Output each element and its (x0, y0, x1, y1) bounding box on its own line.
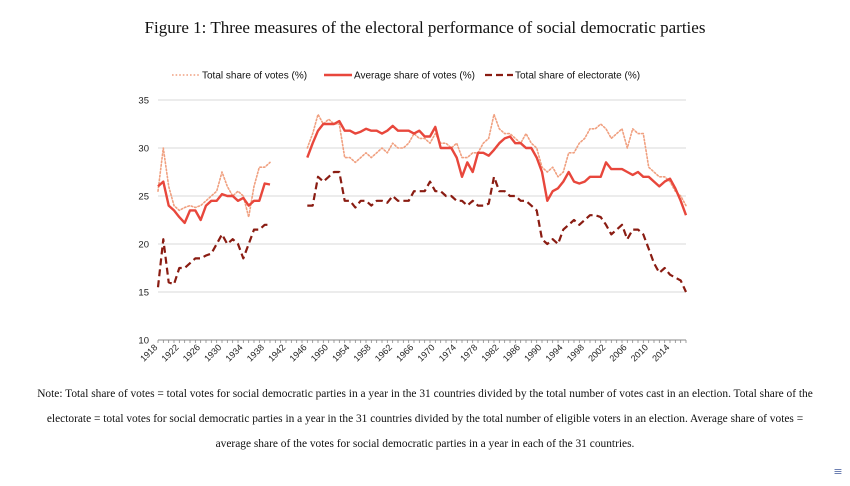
figure-note: Note: Total share of votes = total votes… (37, 388, 813, 450)
x-tick-label: 2010 (629, 342, 650, 363)
x-tick-label: 1934 (224, 342, 245, 363)
y-tick-label: 10 (138, 336, 149, 347)
y-tick-label: 30 (138, 144, 149, 155)
x-tick-label: 1938 (245, 342, 266, 363)
x-tick-label: 1954 (330, 342, 351, 363)
legend-label-3: Total share of electorate (%) (515, 71, 640, 82)
menu-icon[interactable]: ≡ (833, 465, 843, 478)
legend-label-2: Average share of votes (%) (354, 71, 475, 82)
x-tick-label: 1930 (202, 342, 223, 363)
x-tick-label: 2002 (586, 342, 607, 363)
x-tick-label: 1978 (458, 342, 479, 363)
x-tick-label: 1950 (309, 342, 330, 363)
y-tick-label: 20 (138, 240, 149, 251)
series-line-3 (156, 223, 270, 288)
x-tick-label: 1966 (394, 342, 415, 363)
series-line-2 (157, 180, 271, 225)
x-tick-label: 1990 (522, 342, 543, 363)
x-tick-label: 2014 (650, 342, 671, 363)
figure-title: Figure 1: Three measures of the electora… (144, 18, 706, 37)
series-line-1 (306, 113, 687, 207)
x-tick-label: 1946 (288, 342, 309, 363)
series-line-2 (306, 119, 688, 216)
x-tick-label: 1942 (266, 342, 287, 363)
x-tick-label: 1974 (437, 342, 458, 363)
x-tick-label: 1958 (352, 342, 373, 363)
x-tick-label: 1962 (373, 342, 394, 363)
y-tick-label: 35 (138, 96, 149, 107)
x-tick-label: 2006 (608, 342, 629, 363)
y-tick-label: 25 (138, 192, 149, 203)
series-line-1 (157, 147, 271, 218)
x-tick-label: 1922 (160, 342, 181, 363)
legend-label-1: Total share of votes (%) (202, 71, 307, 82)
x-tick-label: 1970 (416, 342, 437, 363)
x-tick-label: 1982 (480, 342, 501, 363)
x-tick-label: 1986 (501, 342, 522, 363)
series-line-3 (307, 170, 687, 293)
y-tick-label: 15 (138, 288, 149, 299)
x-tick-label: 1926 (181, 342, 202, 363)
x-tick-label: 1994 (544, 342, 565, 363)
x-tick-label: 1998 (565, 342, 586, 363)
